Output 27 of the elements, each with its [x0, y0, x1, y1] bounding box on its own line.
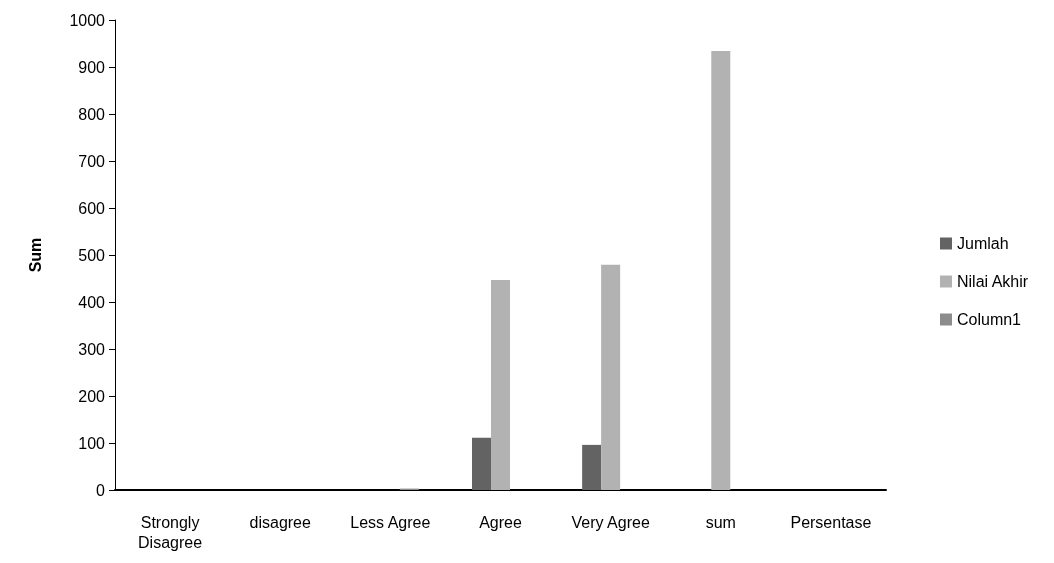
y-tick-label: 100: [78, 434, 106, 452]
y-tick-label: 300: [78, 340, 106, 358]
x-tick-label: Strongly Disagree: [138, 513, 203, 551]
y-axis-title: Sum: [26, 237, 44, 273]
y-tick-label: 900: [78, 58, 106, 76]
bar: [601, 264, 621, 490]
legend-label: Jumlah: [956, 235, 1009, 252]
y-tick-label: 500: [78, 246, 106, 264]
x-tick-label: Agree: [479, 513, 522, 531]
legend-label: Nilai Akhir: [956, 273, 1029, 290]
bar: [582, 444, 602, 490]
y-tick-label: 1000: [69, 11, 106, 29]
bar: [472, 437, 491, 490]
bar: [711, 51, 731, 490]
bar: [491, 279, 510, 490]
x-tick-label: disagree: [249, 513, 311, 531]
x-tick-label: sum: [705, 513, 736, 531]
legend-label: Column1: [956, 311, 1022, 328]
y-tick-label: 200: [78, 387, 106, 405]
x-tick-label: Very Agree: [571, 513, 650, 531]
y-tick-label: 0: [96, 481, 106, 499]
y-tick-label: 600: [78, 199, 106, 217]
y-tick-label: 800: [78, 105, 106, 123]
y-tick-label: 700: [78, 152, 106, 170]
x-tick-label: Less Agree: [350, 513, 431, 531]
x-tick-label: Persentase: [790, 513, 872, 531]
y-tick-label: 400: [78, 293, 106, 311]
